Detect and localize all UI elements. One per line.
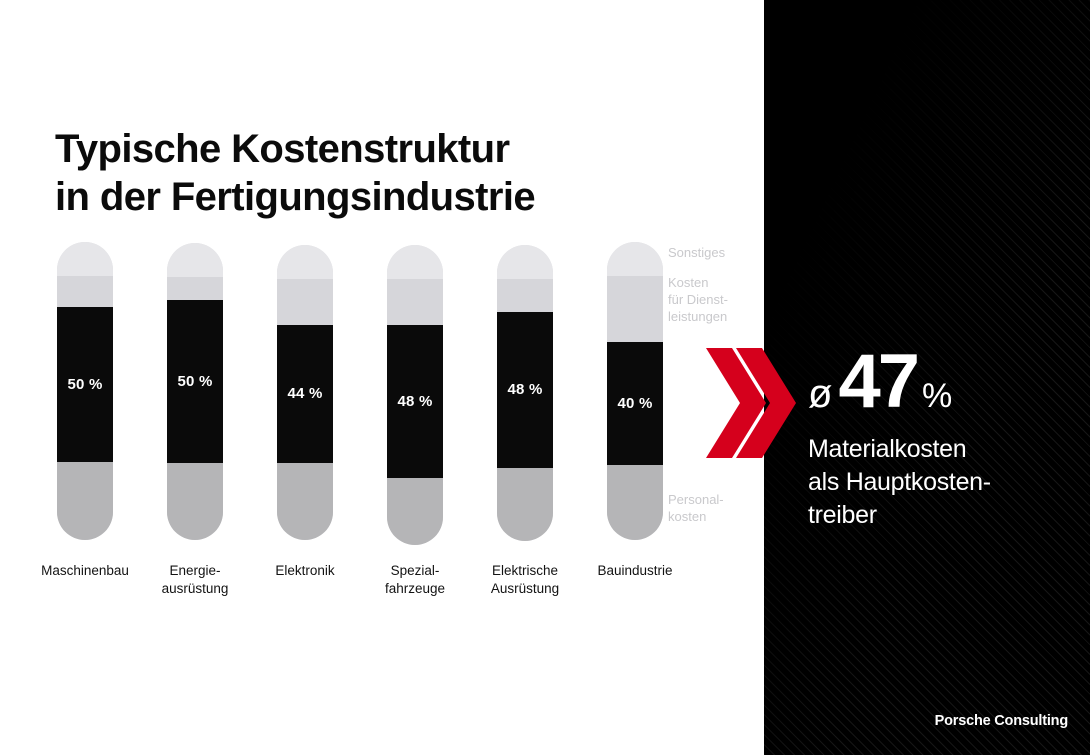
legend-label-personalkosten: Personal- kosten <box>668 492 724 524</box>
segment-materialkosten <box>607 342 663 465</box>
segment-materialkosten <box>167 300 223 463</box>
segment-personalkosten <box>387 478 443 545</box>
category-label: Bauindustrie <box>597 563 673 578</box>
segment-sonstiges <box>387 245 443 279</box>
segment-dienstleistungen <box>277 279 333 325</box>
segment-dienstleistungen <box>387 279 443 325</box>
segment-sonstiges <box>57 242 113 276</box>
segment-materialkosten <box>387 325 443 478</box>
kpi-percent-sign: % <box>921 377 953 415</box>
bar-value-label: 44 % <box>287 385 323 402</box>
category-label: Energie- ausrüstung <box>161 563 229 596</box>
segment-dienstleistungen <box>497 279 553 312</box>
category-label: Elektronik <box>275 563 335 578</box>
segment-materialkosten <box>57 307 113 462</box>
chart-panel: Typische Kostenstruktur in der Fertigung… <box>41 126 728 596</box>
stacked-bar[interactable] <box>57 242 113 540</box>
kpi-number: 47 <box>838 339 920 424</box>
segment-dienstleistungen <box>607 276 663 342</box>
bar-value-label: 40 % <box>617 394 653 412</box>
stacked-bar[interactable] <box>277 245 333 540</box>
segment-dienstleistungen <box>167 277 223 300</box>
double-chevron-right-icon <box>706 348 796 458</box>
segment-personalkosten <box>167 463 223 540</box>
bar-value-label: 50 % <box>67 375 103 393</box>
stacked-bar[interactable] <box>167 243 223 540</box>
segment-sonstiges <box>497 245 553 279</box>
category-label: Elektrische Ausrüstung <box>490 563 560 596</box>
diagonal-stripe-pattern <box>764 0 1090 755</box>
chevron-2 <box>736 348 796 458</box>
segment-dienstleistungen <box>57 276 113 307</box>
kpi-caption: Materialkosten als Hauptkosten- treiber <box>808 435 991 529</box>
segment-materialkosten <box>497 312 553 468</box>
segment-personalkosten <box>277 463 333 540</box>
segment-sonstiges <box>277 245 333 279</box>
segment-sonstiges <box>607 242 663 276</box>
porsche-consulting-logo: Porsche Consulting <box>934 713 1069 729</box>
bar-value-label: 48 % <box>507 381 543 398</box>
segment-personalkosten <box>57 462 113 540</box>
chevron-1 <box>706 348 766 458</box>
stacked-bar[interactable] <box>387 245 443 545</box>
bar-value-label: 48 % <box>397 392 433 410</box>
segment-personalkosten <box>497 468 553 541</box>
stacked-bar[interactable] <box>497 245 553 541</box>
segment-sonstiges <box>167 243 223 277</box>
category-label: Spezial- fahrzeuge <box>384 563 446 596</box>
kpi-block: ø 47 % Materialkosten als Hauptkosten- t… <box>808 344 1078 532</box>
stacked-bar-chart: 50 % Maschinenbau 50 % Energie- ausrüstung 4… <box>41 242 673 596</box>
bar-value-label: 50 % <box>177 372 213 390</box>
segment-personalkosten <box>607 465 663 540</box>
kpi-panel: ø 47 % Materialkosten als Hauptkosten- t… <box>764 0 1090 755</box>
stacked-bar[interactable] <box>607 242 663 540</box>
average-symbol: ø <box>808 372 832 416</box>
segment-materialkosten <box>277 325 333 463</box>
kpi-value-row: ø 47 % <box>808 344 1078 420</box>
category-label: Maschinenbau <box>41 563 129 578</box>
legend-label-dienstleistungen: Kosten für Dienst- leistungen <box>668 275 728 324</box>
page-title: Typische Kostenstruktur in der Fertigung… <box>55 126 536 219</box>
legend-label-sonstiges: Sonstiges <box>668 245 726 260</box>
